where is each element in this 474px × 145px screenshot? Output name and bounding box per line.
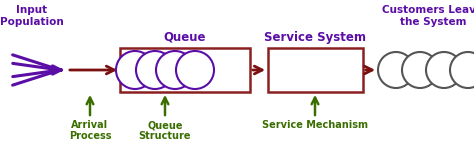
Circle shape (156, 51, 194, 89)
Bar (120, 48, 250, 92)
Text: Queue
Structure: Queue Structure (139, 120, 191, 141)
Circle shape (176, 51, 214, 89)
Bar (268, 48, 363, 92)
Text: Service System: Service System (264, 31, 366, 44)
Circle shape (450, 52, 474, 88)
Text: Service Mechanism: Service Mechanism (262, 120, 368, 130)
Circle shape (116, 51, 154, 89)
Circle shape (426, 52, 462, 88)
Text: Customers Leave
the System: Customers Leave the System (383, 5, 474, 27)
Circle shape (378, 52, 414, 88)
Text: Input
Population: Input Population (0, 5, 64, 27)
Circle shape (136, 51, 174, 89)
Text: Queue: Queue (164, 31, 206, 44)
Circle shape (402, 52, 438, 88)
Text: Arrival
Process: Arrival Process (69, 120, 111, 141)
